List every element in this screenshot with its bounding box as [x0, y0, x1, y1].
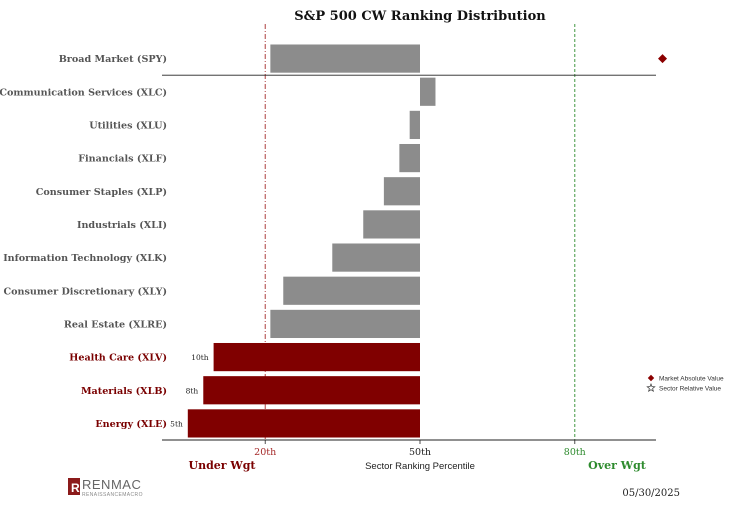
rank-label: 10th — [191, 353, 209, 362]
legend-label: Market Absolute Value — [659, 375, 724, 382]
logo-subtext: RENAISSANCEMACRO — [82, 492, 143, 498]
logo-glyph: R — [71, 481, 80, 495]
market-value-marker — [658, 54, 668, 64]
category-label: Communication Services (XLC) — [0, 87, 167, 98]
x-tick-label: 80th — [564, 447, 586, 458]
category-label: Energy (XLE) — [95, 419, 167, 430]
bar — [399, 143, 420, 173]
category-label: Industrials (XLI) — [77, 220, 167, 231]
legend-label: Sector Relative Value — [659, 385, 721, 392]
category-label: Materials (XLB) — [81, 386, 167, 397]
date-label: 05/30/2025 — [622, 488, 680, 499]
bar — [270, 309, 420, 339]
bar — [363, 210, 420, 239]
category-label: Consumer Staples (XLP) — [36, 187, 167, 198]
category-label: Information Technology (XLK) — [3, 253, 167, 264]
category-label: Real Estate (XLRE) — [64, 319, 167, 330]
bar — [420, 77, 436, 106]
bar — [213, 342, 420, 372]
bar — [283, 276, 420, 305]
x-axis-title: Sector Ranking Percentile — [365, 461, 475, 472]
logo-mark — [68, 478, 80, 495]
category-label: Consumer Discretionary (XLY) — [3, 286, 167, 297]
bar — [332, 243, 420, 272]
bar — [270, 44, 420, 73]
x-tick-label: 50th — [409, 447, 431, 458]
bar — [409, 110, 420, 140]
renmac-logo: R RENMAC RENAISSANCEMACRO — [68, 477, 143, 498]
rank-label: 5th — [170, 419, 183, 428]
bar — [187, 409, 420, 438]
bar — [383, 177, 420, 206]
legend-diamond-icon — [647, 374, 655, 382]
zone-label-under: Under Wgt — [188, 459, 256, 472]
category-label: Health Care (XLV) — [69, 353, 167, 364]
bar — [203, 376, 420, 405]
x-tick-label: 20th — [254, 447, 276, 458]
category-label: Broad Market (SPY) — [59, 54, 167, 65]
logo-text: RENMAC — [82, 477, 141, 492]
zone-label-over: Over Wgt — [588, 459, 647, 472]
category-label: Utilities (XLU) — [89, 120, 167, 131]
legend-star-icon — [646, 383, 656, 393]
rank-label: 8th — [186, 386, 199, 395]
chart-title: S&P 500 CW Ranking Distribution — [294, 9, 546, 24]
category-label: Financials (XLF) — [78, 154, 167, 165]
